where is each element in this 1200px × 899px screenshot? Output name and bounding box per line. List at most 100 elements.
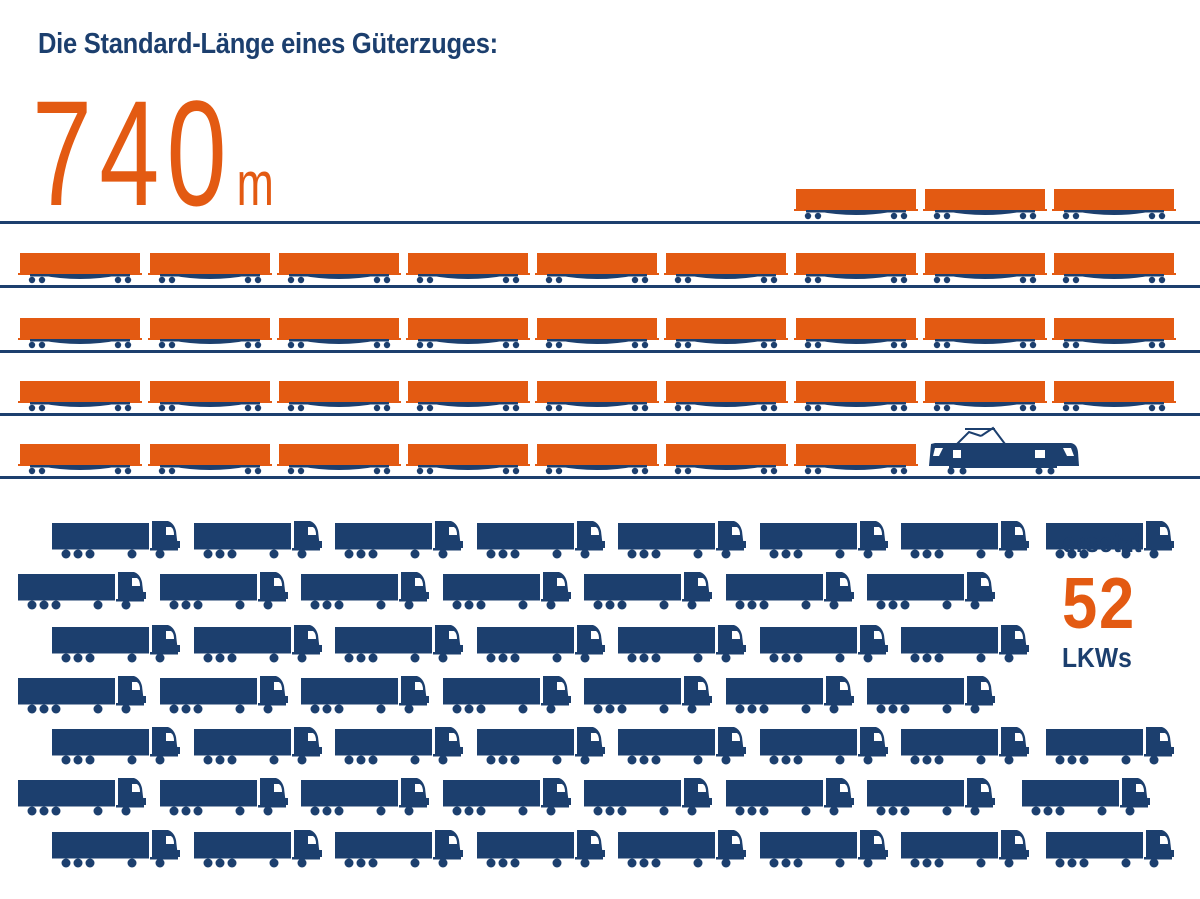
train-length-unit: m (236, 150, 274, 219)
truck-icon (584, 572, 712, 610)
truck-icon (301, 572, 429, 610)
trucks-label: LKWs (1062, 642, 1132, 673)
truck-icon (867, 572, 995, 610)
truck-icon (901, 625, 1029, 663)
truck-icon (301, 676, 429, 714)
replaces-label: ersetzt (1062, 527, 1142, 558)
truck-icon (867, 676, 995, 714)
truck-icon (18, 778, 146, 816)
truck-icon (52, 830, 180, 868)
track-line (0, 285, 1200, 288)
freight-wagon-icon (794, 318, 918, 349)
truck-icon (477, 830, 605, 868)
freight-wagon-icon (923, 318, 1047, 349)
truck-icon (160, 676, 288, 714)
truck-icon (160, 572, 288, 610)
truck-count: 52 (1062, 564, 1137, 644)
truck-icon (1022, 778, 1150, 816)
truck-icon (584, 676, 712, 714)
truck-icon (443, 778, 571, 816)
freight-wagon-icon (148, 381, 272, 412)
electric-locomotive-icon (928, 427, 1080, 476)
trucks (18, 521, 1174, 868)
train-length-value: 740 (32, 69, 234, 237)
truck-icon (301, 778, 429, 816)
truck-icon (194, 830, 322, 868)
track-line (0, 413, 1200, 416)
freight-wagon-icon (923, 253, 1047, 284)
truck-icon (335, 727, 463, 765)
freight-wagon-icon (794, 253, 918, 284)
freight-wagon-icon (277, 381, 401, 412)
track-line (0, 221, 1200, 224)
freight-wagon-icon (664, 381, 788, 412)
freight-wagon-icon (18, 318, 142, 349)
truck-icon (726, 572, 854, 610)
truck-icon (18, 572, 146, 610)
freight-wagon-icon (148, 318, 272, 349)
freight-wagon-icon (664, 444, 788, 475)
freight-wagon-icon (923, 189, 1047, 220)
truck-icon (867, 778, 995, 816)
page-title: Die Standard-Länge eines Güterzuges: (38, 28, 498, 60)
truck-icon (618, 830, 746, 868)
truck-icon (618, 521, 746, 559)
locomotive (928, 427, 1080, 476)
freight-wagon-icon (794, 444, 918, 475)
truck-icon (18, 676, 146, 714)
freight-wagon-icon (406, 318, 530, 349)
truck-icon (335, 830, 463, 868)
track-lines (0, 221, 1200, 479)
freight-wagon-icon (277, 318, 401, 349)
truck-icon (335, 521, 463, 559)
truck-icon (160, 778, 288, 816)
train-length: 740m (32, 78, 274, 228)
truck-icon (194, 727, 322, 765)
truck-icon (477, 727, 605, 765)
truck-icon (901, 521, 1029, 559)
truck-icon (52, 625, 180, 663)
freight-wagon-icon (148, 253, 272, 284)
freight-wagon-icon (535, 381, 659, 412)
truck-icon (194, 521, 322, 559)
freight-wagon-icon (18, 381, 142, 412)
freight-wagon-icon (1052, 381, 1176, 412)
freight-wagon-icon (406, 253, 530, 284)
freight-wagon-icon (277, 253, 401, 284)
truck-icon (760, 521, 888, 559)
track-line (0, 476, 1200, 479)
truck-icon (726, 676, 854, 714)
freight-wagon-icon (1052, 189, 1176, 220)
truck-icon (443, 572, 571, 610)
freight-wagon-icon (406, 444, 530, 475)
track-line (0, 350, 1200, 353)
truck-icon (760, 625, 888, 663)
truck-icon (1046, 830, 1174, 868)
truck-icon (618, 727, 746, 765)
freight-wagon-icon (1052, 253, 1176, 284)
freight-wagon-icon (277, 444, 401, 475)
freight-wagon-icon (406, 381, 530, 412)
freight-wagon-icon (664, 318, 788, 349)
truck-icon (52, 727, 180, 765)
truck-icon (760, 727, 888, 765)
freight-wagon-icon (794, 381, 918, 412)
freight-wagon-icon (794, 189, 918, 220)
truck-icon (443, 676, 571, 714)
freight-wagon-icon (1052, 318, 1176, 349)
freight-wagon-icon (18, 253, 142, 284)
freight-wagon-icon (664, 253, 788, 284)
truck-icon (52, 521, 180, 559)
freight-wagon-icon (923, 381, 1047, 412)
truck-icon (726, 778, 854, 816)
truck-icon (335, 625, 463, 663)
truck-icon (901, 830, 1029, 868)
truck-icon (760, 830, 888, 868)
truck-icon (618, 625, 746, 663)
truck-icon (477, 521, 605, 559)
truck-icon (901, 727, 1029, 765)
truck-icon (1046, 727, 1174, 765)
freight-wagon-icon (18, 444, 142, 475)
freight-wagon-icon (535, 253, 659, 284)
